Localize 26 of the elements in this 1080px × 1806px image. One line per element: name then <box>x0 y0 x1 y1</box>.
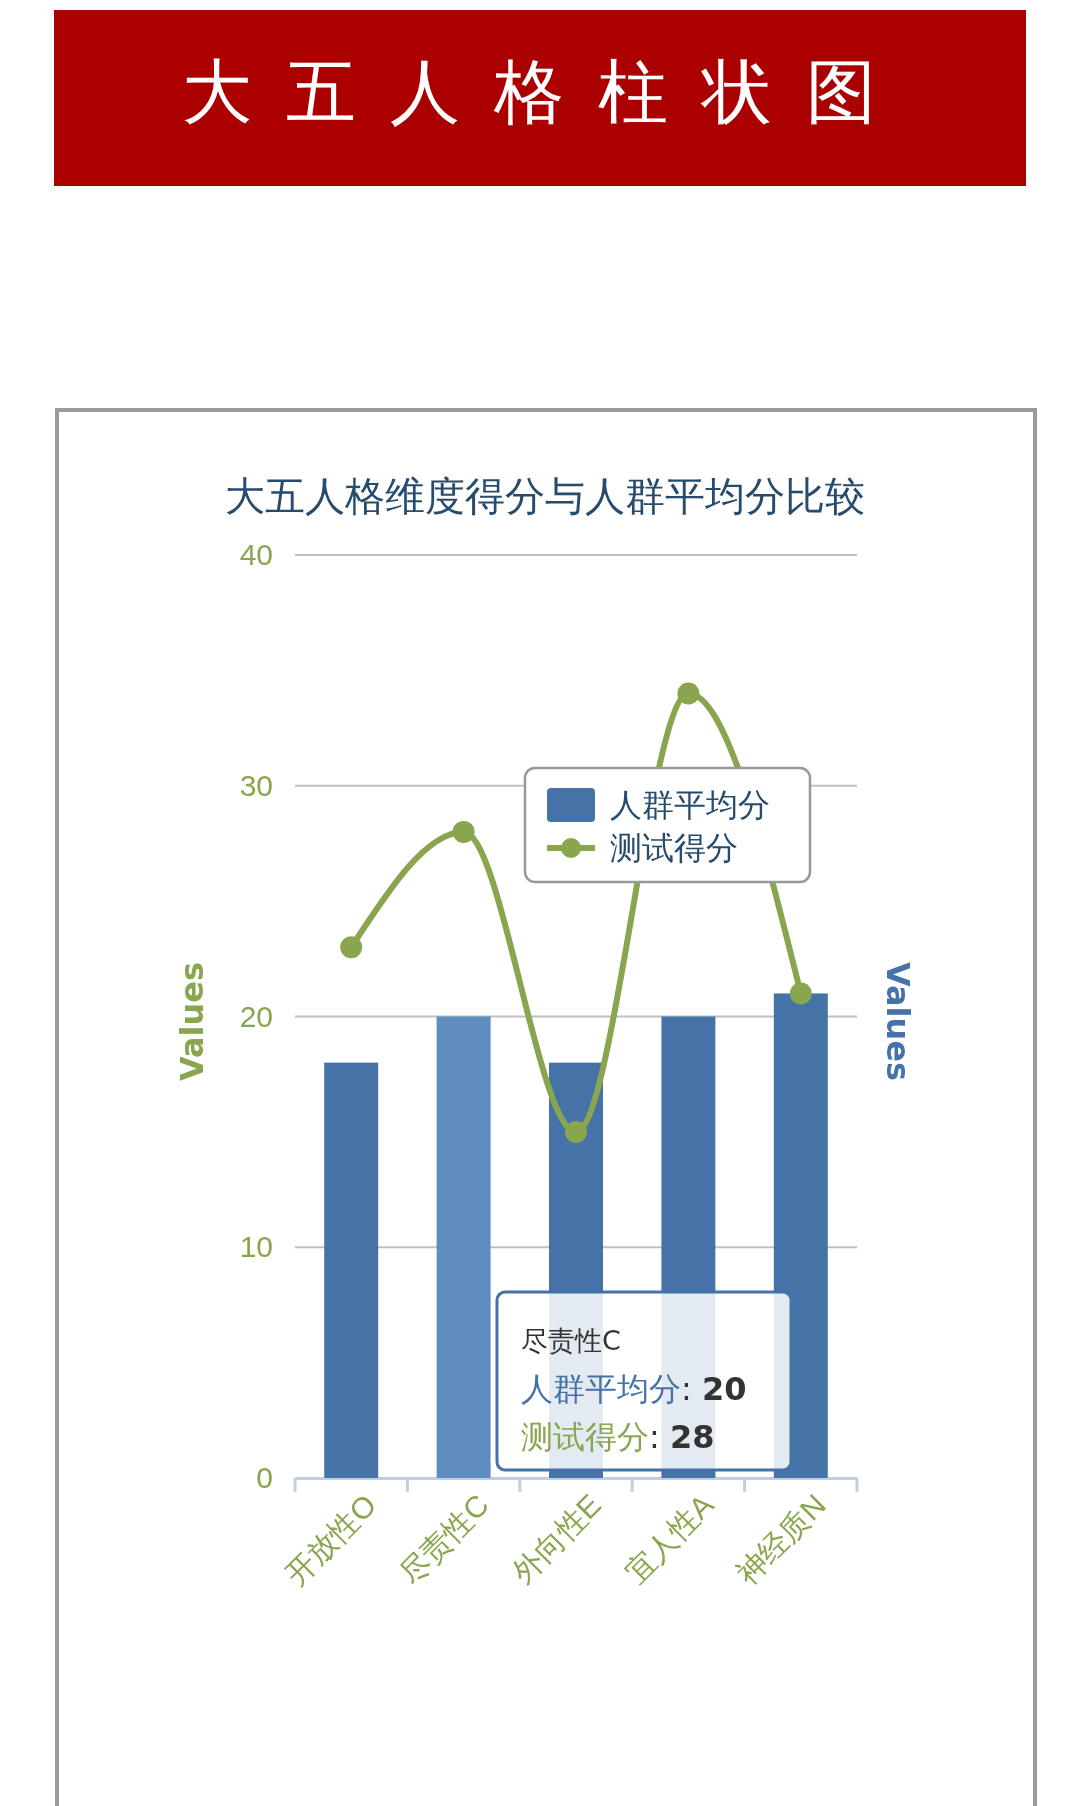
y-tick-label: 20 <box>239 999 273 1033</box>
y-tick-label: 0 <box>256 1461 273 1495</box>
legend-label: 人群平均分 <box>610 786 770 824</box>
y-tick-label: 10 <box>239 1230 273 1264</box>
y2-axis-title: Values <box>879 961 917 1082</box>
bar <box>324 1062 379 1478</box>
point <box>340 936 363 959</box>
chart-title: 大五人格柱状图 <box>182 51 911 133</box>
annotation: 人群平均分: 20 <box>521 1370 747 1408</box>
y-axis-title: Values <box>173 961 211 1082</box>
x-tick-label: 神经质N <box>729 1487 833 1591</box>
point <box>565 1120 587 1143</box>
point <box>789 982 812 1005</box>
annotation: 尽责性C <box>521 1325 621 1356</box>
bar <box>436 1016 491 1478</box>
x-tick-label: 宜人性A <box>618 1487 720 1590</box>
x-tick-label: 尽责性C <box>392 1487 495 1591</box>
y-tick-label: 30 <box>239 768 273 802</box>
point <box>452 820 475 843</box>
chart-subtitle: 大五人格维度得分与人群平均分比较 <box>225 473 865 519</box>
legend-label: 测试得分 <box>610 829 738 867</box>
x-tick-label: 外向性E <box>506 1487 608 1590</box>
point <box>677 682 700 705</box>
annotation: 测试得分: 28 <box>521 1418 715 1456</box>
x-tick-label: 开放性O <box>278 1487 383 1592</box>
y-tick-label: 40 <box>239 538 273 572</box>
